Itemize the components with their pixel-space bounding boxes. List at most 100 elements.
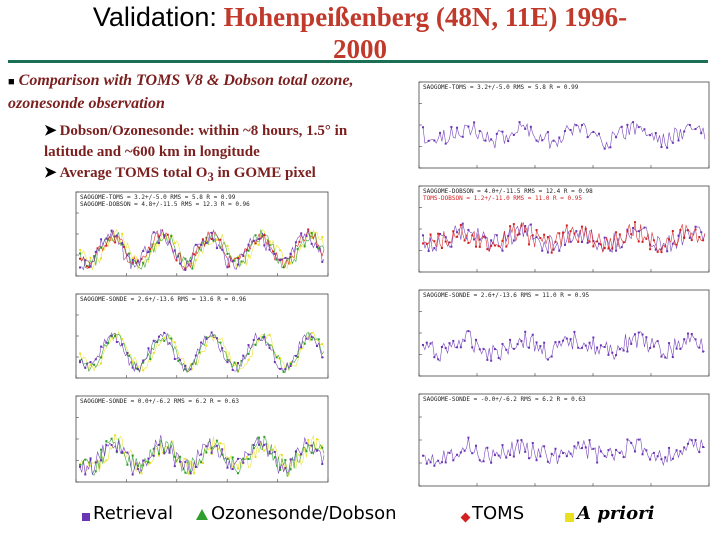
data-marker [671, 242, 674, 245]
slide-title: Validation: Hohenpeißenberg (48N, 11E) 1… [0, 0, 720, 34]
data-marker [321, 236, 324, 239]
data-marker [152, 454, 155, 457]
data-marker [189, 471, 192, 474]
data-marker [611, 247, 614, 250]
data-marker [592, 240, 595, 243]
data-marker [694, 225, 697, 228]
data-marker [226, 355, 229, 358]
data-marker [263, 335, 266, 338]
data-marker [643, 128, 646, 131]
data-marker [507, 140, 510, 143]
data-marker [575, 124, 578, 127]
data-marker [289, 468, 292, 471]
data-marker [210, 447, 213, 450]
data-marker [114, 235, 117, 238]
bullet-main-text: Comparison with TOMS V8 & Dobson total o… [8, 72, 354, 112]
data-marker [501, 249, 504, 252]
data-marker [580, 447, 583, 450]
data-marker [310, 444, 313, 447]
data-marker [507, 234, 510, 237]
data-marker [263, 449, 266, 452]
data-marker [478, 245, 481, 248]
data-marker [100, 356, 103, 359]
data-marker [586, 241, 589, 244]
data-marker [425, 462, 428, 465]
data-marker [626, 438, 629, 441]
data-marker [539, 345, 542, 348]
data-marker [247, 249, 250, 252]
data-marker [247, 243, 250, 246]
data-marker [100, 345, 103, 348]
right-plot-strat-ozone: SAOGOME-SONDE = 2.6+/-13.6 RMS = 11.0 R … [395, 286, 713, 386]
data-marker [654, 132, 657, 135]
right-plot-trop-ozone: SAOGOME-SONDE = -0.0+/-6.2 RMS = 6.2 R =… [395, 390, 713, 496]
data-marker [471, 452, 474, 455]
data-marker [463, 239, 466, 242]
data-marker [126, 351, 129, 354]
data-marker [562, 231, 565, 234]
data-marker [100, 362, 103, 365]
data-marker [643, 226, 646, 229]
data-marker [215, 238, 218, 241]
data-marker [497, 245, 500, 248]
data-marker [535, 139, 538, 142]
data-marker [671, 457, 674, 460]
data-marker [136, 467, 139, 470]
data-marker [429, 342, 432, 345]
data-marker [236, 257, 239, 260]
data-marker [212, 334, 215, 337]
data-marker [702, 239, 705, 242]
data-marker [633, 333, 636, 336]
data-marker [317, 247, 320, 250]
data-marker [698, 346, 701, 349]
data-marker [632, 121, 635, 124]
data-marker [637, 230, 640, 233]
data-marker [215, 444, 218, 447]
data-marker [263, 443, 266, 446]
data-marker [105, 459, 108, 462]
data-marker [512, 223, 515, 226]
legend-sonde: Ozonesonde/Dobson [196, 503, 397, 524]
data-marker [599, 450, 602, 453]
data-marker [505, 456, 508, 459]
data-marker [683, 446, 686, 449]
data-marker [649, 243, 652, 246]
data-marker [105, 444, 108, 447]
data-marker [226, 361, 229, 364]
data-marker [226, 266, 229, 269]
stats-line: SAOGOME-SONDE = -0.0+/-6.2 RMS = 6.2 R =… [423, 396, 586, 403]
data-marker [660, 458, 663, 461]
stats-line: SAOGOME-TOMS = 3.2+/-5.0 RMS = 5.8 R = 0… [80, 194, 236, 201]
legend-apriori-label: A priori [577, 503, 655, 524]
data-marker [592, 336, 595, 339]
data-marker [641, 453, 644, 456]
data-marker [89, 265, 92, 268]
data-marker [300, 346, 303, 349]
data-marker [126, 451, 129, 454]
data-marker [93, 363, 96, 366]
data-marker [611, 454, 614, 457]
data-marker [490, 359, 493, 362]
bullet-sub-2-suffix: in GOME pixel [213, 165, 316, 181]
data-marker [459, 451, 462, 454]
data-marker [569, 230, 572, 233]
data-marker [142, 261, 145, 264]
data-marker [131, 366, 134, 369]
data-marker [268, 244, 271, 247]
data-marker [700, 132, 703, 135]
data-marker [535, 229, 538, 232]
data-marker [690, 439, 693, 442]
data-marker [473, 121, 476, 124]
data-marker [592, 130, 595, 133]
data-marker [193, 253, 196, 256]
data-marker [609, 146, 612, 149]
data-marker [242, 457, 245, 460]
data-marker [184, 460, 187, 463]
arrow-bullet-icon: ➤ [44, 123, 57, 139]
data-marker [200, 243, 203, 246]
stats-line: SAOGOME-SONDE = 2.6+/-13.6 RMS = 11.0 R … [423, 292, 590, 299]
data-marker [149, 358, 152, 361]
data-marker [210, 231, 213, 234]
data-marker [168, 342, 171, 345]
data-marker [156, 241, 159, 244]
